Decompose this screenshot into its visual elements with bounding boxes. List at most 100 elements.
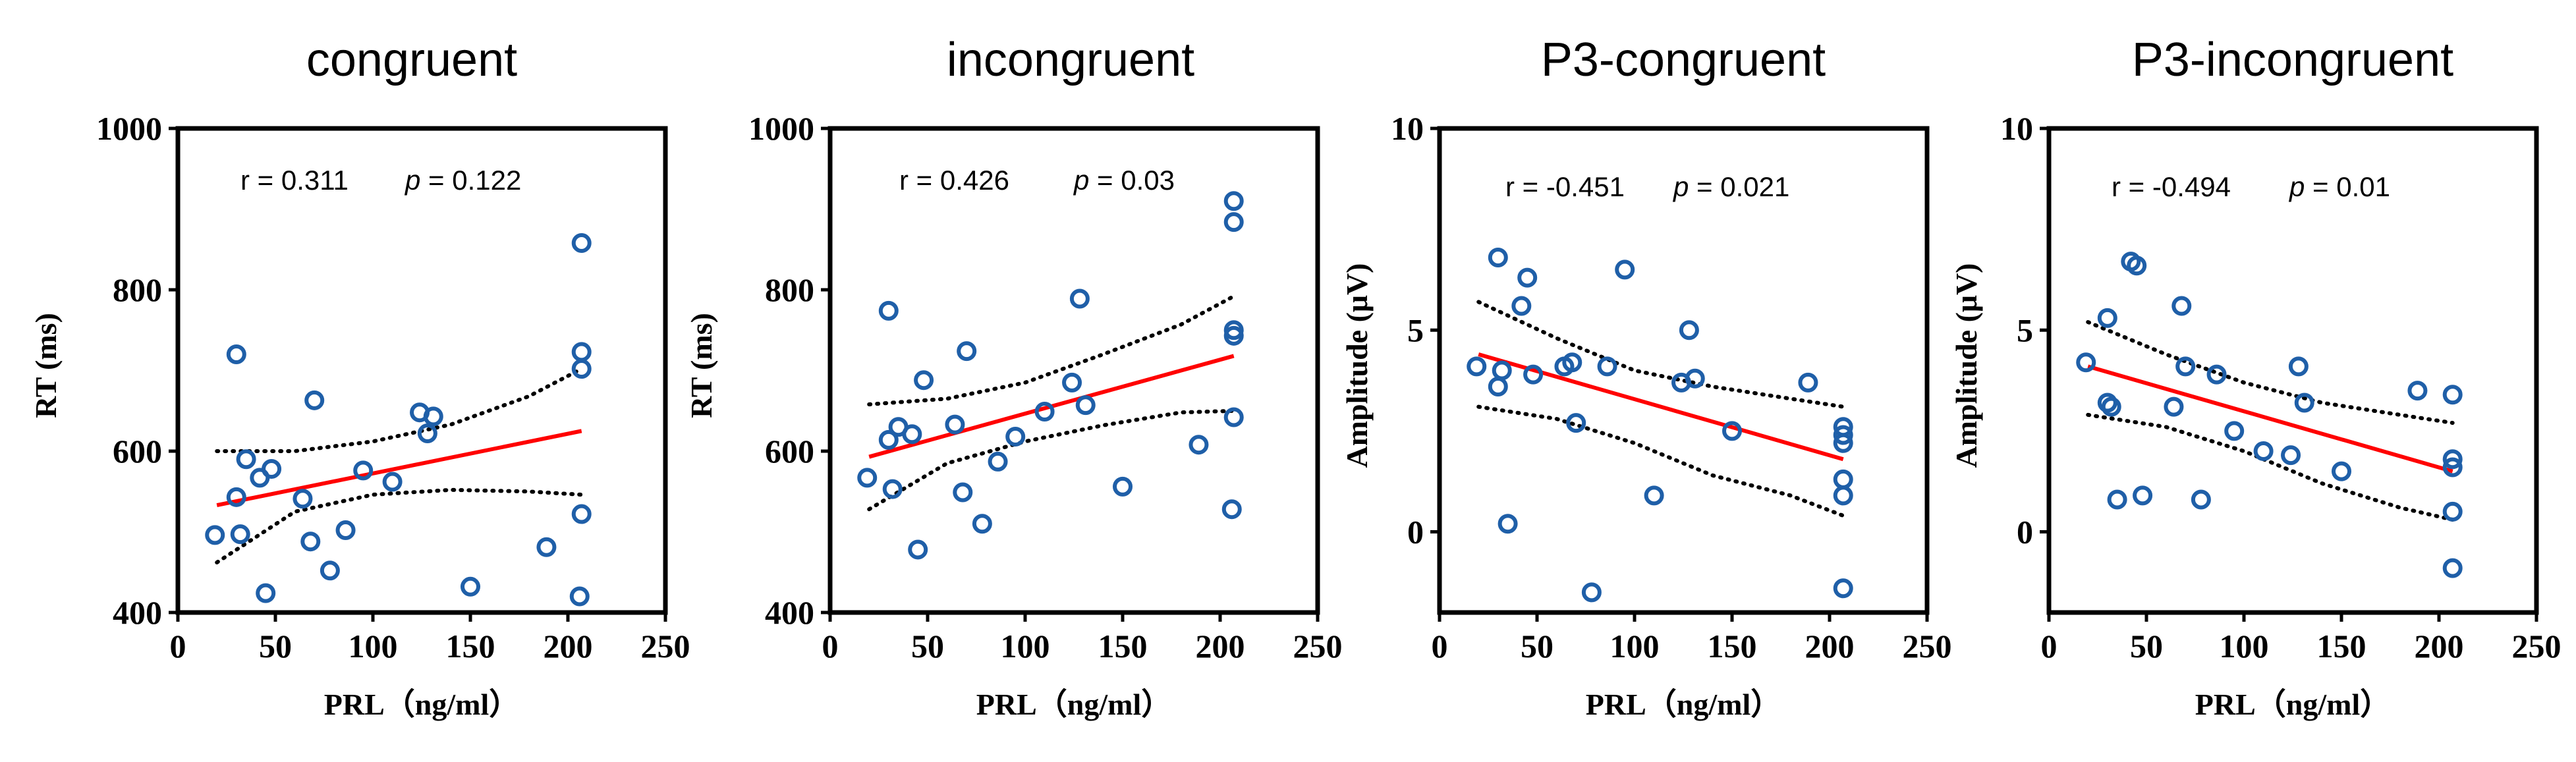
x-tick-label: 200 [1805,628,1855,665]
x-tick-label: 150 [446,628,495,665]
stat-p: p = 0.021 [1672,171,1789,202]
data-point [1679,320,1699,340]
data-point [1223,212,1244,232]
data-point [571,359,592,379]
data-point [1581,582,1602,603]
panel-title: P3-congruent [1541,34,1826,86]
data-point [571,342,592,362]
data-point [2097,308,2117,328]
data-point [1223,191,1244,211]
data-point [2442,385,2463,405]
x-tick-label: 0 [2041,628,2058,665]
data-point [2133,485,2153,506]
data-point [1488,377,1508,396]
data-point [571,504,592,524]
data-point [1833,469,1853,489]
y-tick-label: 800 [113,271,162,308]
data-point [320,560,340,581]
y-tick-label: 1000 [748,110,814,147]
data-point [902,424,922,445]
x-tick-label: 200 [544,628,593,665]
y-tick-label: 0 [2017,514,2033,551]
stat-p-value: = 0.021 [1689,171,1789,202]
data-point [1511,296,1532,316]
data-point [1517,267,1538,288]
x-axis-label: PRL（ng/ml） [324,688,519,721]
y-tick-label: 0 [1407,514,1424,551]
data-point [1833,485,1853,506]
regression-line [216,429,582,508]
data-point [1492,360,1512,381]
x-tick-label: 250 [1293,628,1343,665]
data-point [335,520,356,541]
data-point [878,300,899,321]
data-point [300,531,321,552]
y-tick-label: 10 [2000,110,2033,147]
data-point [1467,356,1487,377]
y-tick-label: 800 [765,271,814,308]
data-point [1833,578,1853,599]
data-point [2442,501,2463,522]
data-point [2407,381,2428,401]
data-point [1062,372,1082,393]
data-point [205,525,225,545]
data-point [1005,426,1026,447]
data-point [1562,352,1582,373]
data-point [2442,449,2463,470]
axis-frame [175,126,668,615]
x-tick-label: 0 [1432,628,1448,665]
data-point [1221,499,1242,520]
stat-p-value: = 0.01 [2305,171,2390,202]
data-point [1644,485,1664,506]
data-point [293,489,313,509]
data-point [857,468,878,488]
axis-frame [827,126,1320,615]
data-point [953,482,973,503]
data-point [236,449,256,470]
stat-p: p = 0.03 [1073,165,1175,196]
x-tick-label: 50 [2130,628,2163,665]
data-point [2175,356,2196,377]
data-point [1722,421,1742,441]
data-point [988,451,1008,472]
x-tick-label: 150 [1098,628,1148,665]
data-point [353,460,374,481]
data-point [1069,288,1090,309]
data-point [2281,445,2301,466]
data-point [2127,256,2147,276]
x-tick-label: 250 [641,628,690,665]
panel-congruent: congruent 0 50 100 150 200 250 400 600 800 1000 PRL… [29,34,690,721]
data-point [1189,435,1209,455]
data-point [1615,259,1635,280]
x-tick-label: 200 [1196,628,1245,665]
stat-p-label: p [1672,171,1689,202]
data-point [2191,489,2211,510]
y-tick-label: 1000 [96,110,162,147]
ci-upper-band [1476,300,1845,409]
stat-p: p = 0.122 [404,165,521,196]
y-tick-label: 600 [113,433,162,470]
stat-p: p = 0.01 [2288,171,2390,202]
x-tick-label: 150 [1708,628,1757,665]
ci-lower-band [1476,404,1845,518]
panel-title: P3-incongruent [2132,34,2453,86]
data-point [569,586,590,607]
stat-p-label: p [2288,171,2305,202]
x-tick-label: 100 [2220,628,2269,665]
data-point [1685,368,1705,389]
data-point [908,539,928,560]
data-point [1223,407,1244,427]
y-tick-label: 600 [765,433,814,470]
x-tick-label: 0 [822,628,839,665]
data-point [2097,393,2117,413]
x-tick-label: 150 [2317,628,2366,665]
data-point [230,524,250,545]
ci-lower-band [867,408,1236,512]
regression-line [1478,352,1844,462]
data-point [1488,248,1508,267]
data-point [2294,393,2314,413]
stat-p-label: p [1073,165,1089,196]
data-point [878,429,899,450]
y-tick-label: 400 [113,594,162,631]
ci-lower-band [215,487,584,564]
